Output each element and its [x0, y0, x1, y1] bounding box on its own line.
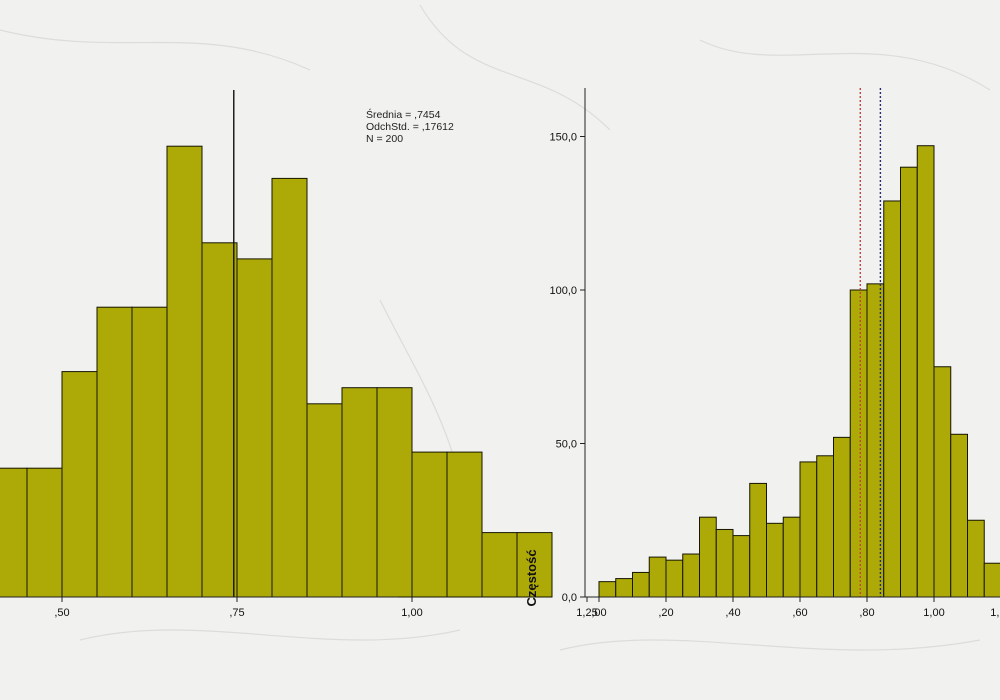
x-tick-label: ,80: [859, 607, 874, 619]
histogram-bar: [26, 467, 63, 598]
histogram-bar: [849, 289, 868, 598]
histogram-bar: [446, 451, 483, 598]
x-tick-label: ,50: [54, 607, 69, 619]
x-tick-label: ,00: [591, 607, 606, 619]
stats-box: Średnia = ,7454 OdchStd. = ,17612 N = 20…: [366, 109, 454, 145]
histogram-bar: [665, 559, 684, 598]
x-tick-label: ,20: [658, 607, 673, 619]
histogram-bar: [699, 516, 717, 598]
stats-n: N = 200: [366, 133, 404, 145]
histogram-bar: [749, 482, 767, 598]
histogram-bar: [732, 535, 751, 598]
y-tick-label: 100,0: [549, 285, 577, 297]
y-tick-label: 150,0: [549, 132, 577, 144]
histogram-bar: [481, 532, 518, 598]
y-axis-label: Częstość: [524, 549, 539, 606]
histogram-bar: [632, 571, 650, 598]
histogram-bar: [883, 200, 901, 598]
y-tick-label: 0,0: [562, 592, 577, 604]
x-tick-label: ,60: [792, 607, 807, 619]
histogram-bar: [271, 177, 308, 598]
histogram-bar: [782, 516, 801, 598]
histogram-bar: [682, 553, 700, 598]
x-tick-label: ,75: [229, 607, 244, 619]
histogram-left: ,50 ,75 1,00 1,25: [0, 90, 598, 619]
histogram-bar: [833, 436, 851, 598]
histogram-bar: [61, 371, 98, 598]
histogram-bar: [648, 556, 667, 598]
stats-mean: Średnia = ,7454: [366, 109, 441, 121]
histogram-bar: [131, 306, 168, 598]
histogram-bar: [799, 461, 818, 598]
histogram-bar: [967, 519, 985, 598]
histogram-bar: [598, 581, 617, 598]
x-tick-label: ,40: [725, 607, 740, 619]
histogram-bar: [516, 532, 553, 598]
histogram-bar: [950, 433, 968, 598]
x-tick-label: 1,00: [923, 607, 944, 619]
histogram-bar: [866, 283, 885, 598]
histogram-bar: [983, 562, 1000, 598]
histogram-bar: [900, 166, 918, 598]
histogram-bar: [341, 387, 378, 598]
histogram-bar: [816, 455, 834, 598]
x-tick-label: 1,25: [576, 607, 597, 619]
histogram-bar: [96, 306, 133, 598]
histogram-bar: [0, 467, 28, 598]
histogram-bar: [615, 578, 633, 598]
stats-std: OdchStd. = ,17612: [366, 121, 454, 133]
x-tick-label: 1,20: [990, 607, 1000, 619]
histogram-bar: [715, 528, 734, 598]
histogram-bar: [766, 522, 784, 598]
y-tick-label: 50,0: [556, 439, 577, 451]
histogram-bar: [376, 387, 413, 598]
histogram-bar: [411, 451, 448, 598]
histogram-right: 0,0 50,0 100,0 150,0 Częstość ,00 ,20 ,40 ,60 ,80…: [524, 88, 1000, 619]
histogram-bar: [201, 242, 238, 598]
background-texture: [0, 4, 991, 651]
histogram-bar: [933, 366, 952, 598]
histogram-bar: [916, 145, 935, 598]
histogram-bar: [306, 403, 343, 598]
histogram-bar: [166, 145, 203, 598]
histogram-bar: [236, 258, 273, 598]
x-tick-label: 1,00: [401, 607, 422, 619]
